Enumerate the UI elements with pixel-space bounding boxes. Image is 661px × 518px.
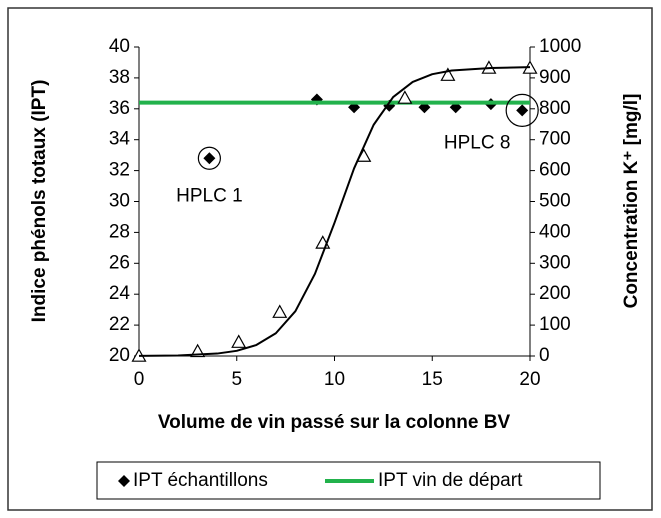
y-tick-label: 38 — [109, 67, 130, 88]
legend-label: IPT vin de départ — [378, 470, 523, 491]
triangle-point — [272, 304, 288, 318]
y-tick-label: 22 — [109, 314, 130, 335]
y2-tick-label: 200 — [539, 283, 571, 304]
y2-tick-label: 100 — [539, 314, 571, 335]
diamond-point — [203, 152, 216, 165]
x-tick-label: 0 — [134, 369, 145, 390]
fit-curve — [138, 66, 531, 357]
y2-tick-label: 900 — [539, 67, 571, 88]
y2-tick-label: 700 — [539, 129, 571, 150]
plot-area — [139, 47, 530, 356]
x-tick-label: 15 — [422, 369, 443, 390]
y2-tick-label: 0 — [539, 345, 550, 366]
triangle-point — [440, 67, 456, 81]
y-tick-label: 20 — [109, 345, 130, 366]
annotation-label: HPLC 1 — [176, 185, 243, 206]
y-tick-label: 34 — [109, 129, 131, 150]
y-tick-label: 30 — [109, 191, 130, 212]
y2-tick-label: 400 — [539, 221, 571, 242]
annotation-label: HPLC 8 — [444, 132, 511, 153]
y-tick-label: 40 — [109, 36, 130, 57]
x-axis-label: Volume de vin passé sur la colonne BV — [158, 412, 511, 433]
y-tick-label: 24 — [109, 283, 131, 304]
annotation-circle — [197, 146, 221, 170]
x-tick-label: 20 — [519, 369, 540, 390]
y2-tick-label: 800 — [539, 98, 571, 119]
annotation-circle — [505, 93, 539, 127]
y-tick-label: 36 — [109, 98, 130, 119]
y2-tick-label: 500 — [539, 191, 571, 212]
legend-label: IPT échantillons — [133, 470, 268, 491]
y-axis-label: Indice phénols totaux (IPT) — [29, 80, 50, 323]
diamond-point — [516, 104, 529, 117]
y2-tick-label: 1000 — [539, 36, 581, 57]
triangle-point — [231, 334, 247, 348]
y2-axis-label: Concentration K⁺ [mg/l] — [621, 94, 642, 309]
y2-tick-label: 600 — [539, 160, 571, 181]
x-tick-label: 5 — [231, 369, 242, 390]
legend-diamond — [118, 475, 130, 487]
y-tick-label: 32 — [109, 160, 130, 181]
y2-tick-label: 300 — [539, 252, 571, 273]
y-tick-label: 26 — [109, 252, 130, 273]
y-tick-label: 28 — [109, 221, 130, 242]
triangle-point — [397, 90, 413, 104]
x-tick-label: 10 — [324, 369, 345, 390]
